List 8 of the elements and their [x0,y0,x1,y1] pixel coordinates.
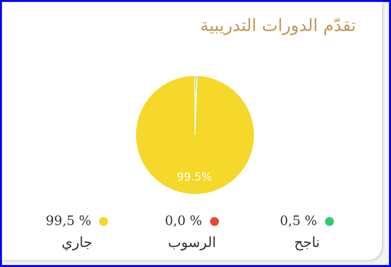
legend-label: ناجح [293,235,321,251]
data-label: 0,5 % [280,214,318,229]
text: 99.5% [176,170,212,184]
legend-label: جاري [60,235,94,251]
text: 0,0 % [164,214,202,229]
legend-label: الرسوب [166,235,218,251]
data-label: 99,5 % [46,214,92,229]
chart-title: تقدّم الدورات التدريبية [200,16,356,36]
